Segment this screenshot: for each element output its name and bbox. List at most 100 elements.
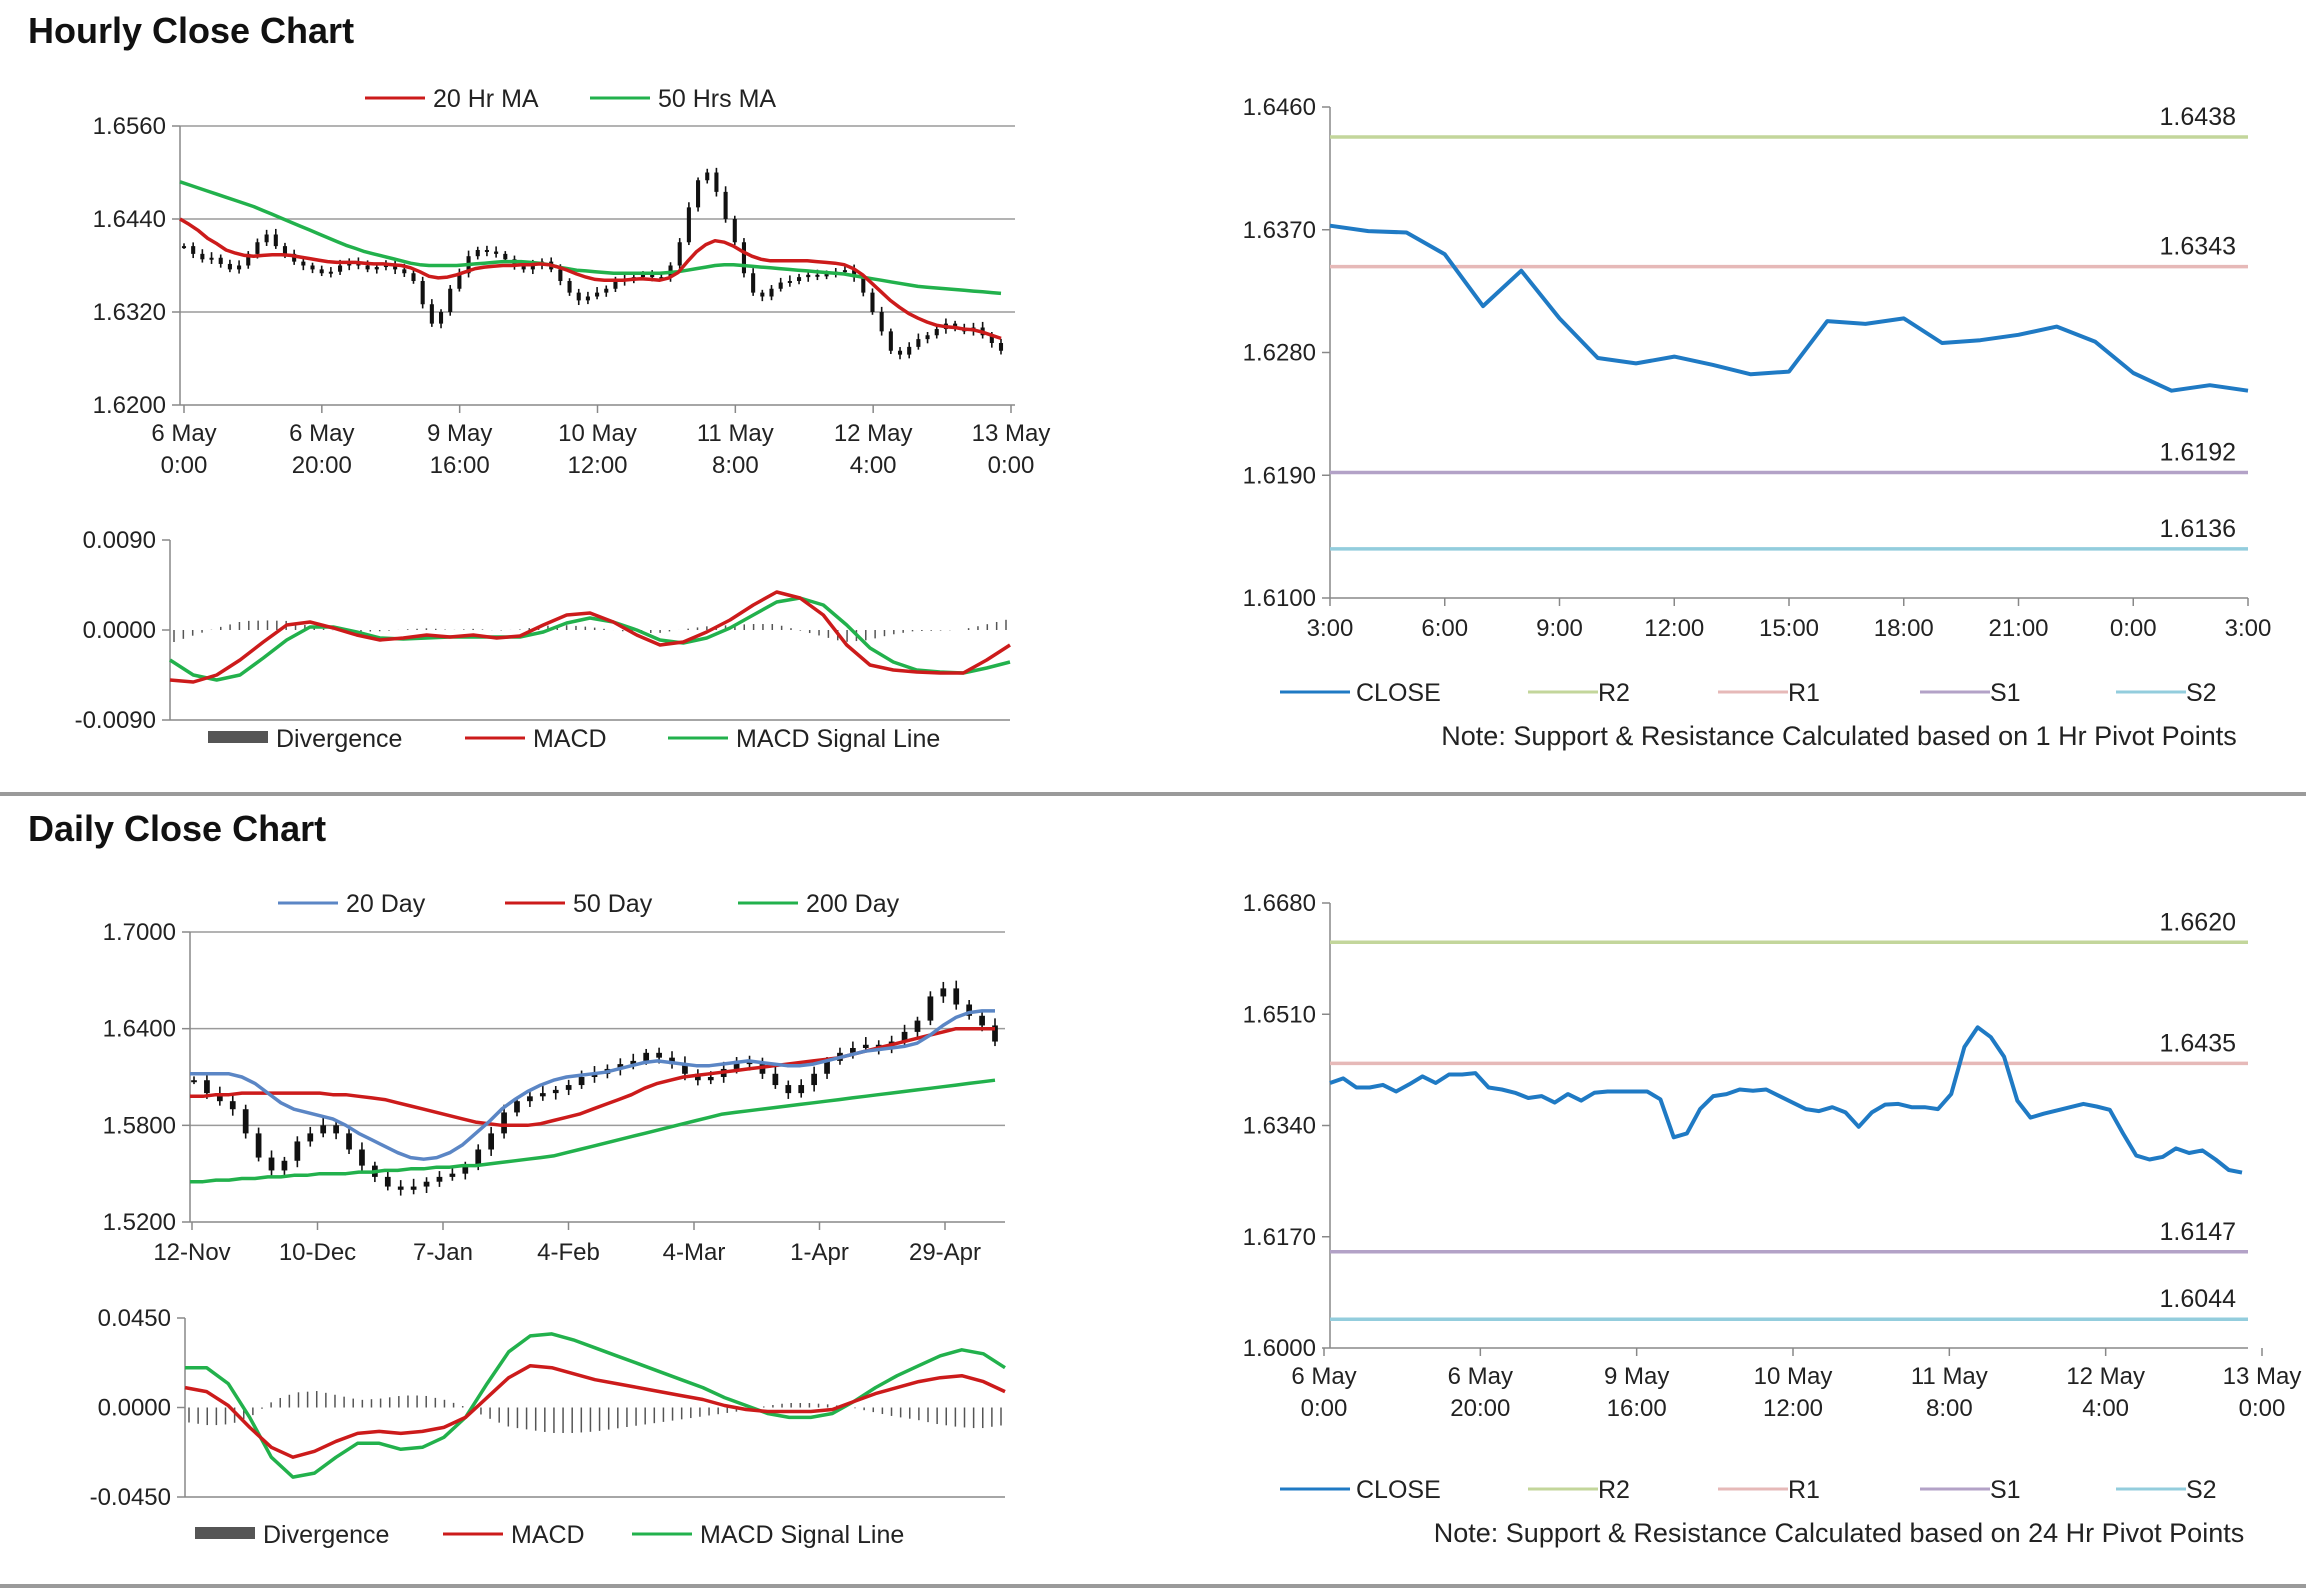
- x-tick-label: 29-Apr: [909, 1239, 981, 1266]
- legend-r2-label: R2: [1598, 1476, 1630, 1504]
- candle-body: [630, 1060, 637, 1065]
- candle-body: [552, 1089, 559, 1094]
- candle-body: [301, 261, 306, 266]
- daily-macd-chart: 0.0450 0.0000 -0.0450 Divergence MACD MACD Si…: [90, 1305, 1006, 1549]
- candle-body: [604, 288, 609, 293]
- y-tick-label: -0.0450: [90, 1484, 171, 1511]
- x-tick-label: 4-Feb: [537, 1239, 600, 1266]
- candle-body: [346, 1133, 352, 1150]
- candle-body: [852, 270, 857, 278]
- y-tick-label: 1.6440: [93, 206, 166, 233]
- x-tick-label: 11 May: [1911, 1363, 1988, 1390]
- legend-close-label: CLOSE: [1356, 1476, 1441, 1504]
- candle-body: [696, 180, 701, 208]
- candle-body: [242, 1109, 249, 1134]
- x-tick-label: 6 May: [1448, 1363, 1513, 1390]
- candle-body: [438, 312, 444, 324]
- candle-body: [760, 292, 765, 297]
- legend-day200-label: 200 Day: [806, 890, 900, 918]
- candle-body: [462, 1165, 469, 1174]
- x-tick-label: 12 May: [2066, 1363, 2145, 1390]
- candle-body: [501, 1112, 507, 1134]
- legend-macd-signal-label: MACD Signal Line: [736, 725, 940, 753]
- level-s2-label: 1.6044: [2160, 1285, 2237, 1313]
- candle-body: [824, 273, 829, 277]
- x-tick-label: 16:00: [1607, 1395, 1667, 1422]
- x-tick-label: 12 May: [834, 420, 913, 447]
- candle-body: [475, 250, 480, 257]
- candle-body: [591, 1073, 598, 1077]
- candle-body: [494, 251, 499, 254]
- candle-body: [227, 263, 232, 270]
- y-tick-label: 1.6190: [1243, 462, 1316, 489]
- candle-body: [617, 1064, 624, 1069]
- y-tick-label: 0.0450: [98, 1305, 171, 1332]
- candle-body: [769, 288, 774, 297]
- x-tick-label: 0:00: [2110, 615, 2157, 642]
- x-tick-label: 6 May: [1291, 1363, 1356, 1390]
- macd-line: [169, 590, 1011, 684]
- candle-body: [643, 1052, 650, 1061]
- candle-body: [613, 281, 618, 289]
- candle-body: [216, 1093, 223, 1102]
- candle-body: [694, 1073, 701, 1081]
- macd-line: [184, 1363, 1006, 1459]
- candle-body: [397, 1186, 404, 1190]
- candle-body: [934, 329, 939, 336]
- candle-body: [979, 1015, 985, 1026]
- level-s1-label: 1.6192: [2160, 439, 2236, 467]
- y-tick-label: 1.6280: [1243, 340, 1316, 367]
- candle-body: [741, 242, 747, 274]
- candle-body: [806, 274, 811, 278]
- candle-body: [567, 281, 572, 293]
- x-tick-label: 3:00: [2225, 615, 2272, 642]
- candle-body: [998, 343, 1004, 351]
- candle-body: [907, 346, 912, 355]
- candle-body: [669, 1057, 675, 1065]
- level-r1-label: 1.6343: [2160, 233, 2236, 261]
- legend-divergence-label: Divergence: [263, 1521, 389, 1549]
- hourly-pivot-chart: 1.6460 1.6370 1.6280 1.6190 1.6100 1.6438 1.63…: [1243, 94, 2272, 751]
- candle-body: [218, 257, 223, 264]
- bottom-divider: [0, 1584, 2306, 1588]
- x-tick-label: 15:00: [1759, 615, 1819, 642]
- candle-body: [204, 1080, 210, 1094]
- x-tick-label: 0:00: [161, 452, 208, 479]
- candle-body: [333, 1125, 339, 1134]
- legend-divergence-label: Divergence: [276, 725, 402, 753]
- candle-body: [751, 273, 756, 293]
- y-tick-label: 1.6400: [103, 1016, 176, 1043]
- candle-body: [916, 339, 921, 347]
- legend-close-label: CLOSE: [1356, 679, 1441, 707]
- candle-body: [682, 1064, 688, 1074]
- candle-body: [521, 265, 526, 270]
- candle-body: [429, 304, 434, 324]
- candle-body: [705, 172, 710, 181]
- y-tick-label: 1.6370: [1243, 217, 1316, 244]
- x-tick-label: 11 May: [697, 420, 774, 447]
- candle-body: [842, 270, 847, 273]
- candle-body: [759, 1064, 766, 1074]
- candle-body: [797, 277, 802, 281]
- candle-body: [901, 1031, 908, 1042]
- x-tick-label: 4:00: [850, 452, 897, 479]
- candle-body: [989, 335, 994, 343]
- y-tick-label: 1.6000: [1243, 1335, 1316, 1362]
- candle-body: [953, 988, 960, 1005]
- x-tick-label: 3:00: [1307, 615, 1354, 642]
- candle-body: [861, 277, 866, 293]
- level-r1-label: 1.6435: [2160, 1029, 2236, 1057]
- candle-body: [914, 1020, 921, 1032]
- x-tick-label: 13 May: [972, 420, 1051, 447]
- candle-body: [420, 281, 425, 305]
- candle-body: [488, 1133, 495, 1150]
- x-tick-label: 8:00: [712, 452, 759, 479]
- candle-body: [310, 265, 315, 270]
- x-tick-label: 12:00: [567, 452, 627, 479]
- candle-body: [209, 257, 214, 260]
- x-tick-label: 21:00: [1988, 615, 2048, 642]
- candle-body: [595, 292, 600, 297]
- x-tick-label: 0:00: [988, 452, 1035, 479]
- candle-body: [714, 172, 719, 192]
- x-tick-label: 4:00: [2082, 1395, 2129, 1422]
